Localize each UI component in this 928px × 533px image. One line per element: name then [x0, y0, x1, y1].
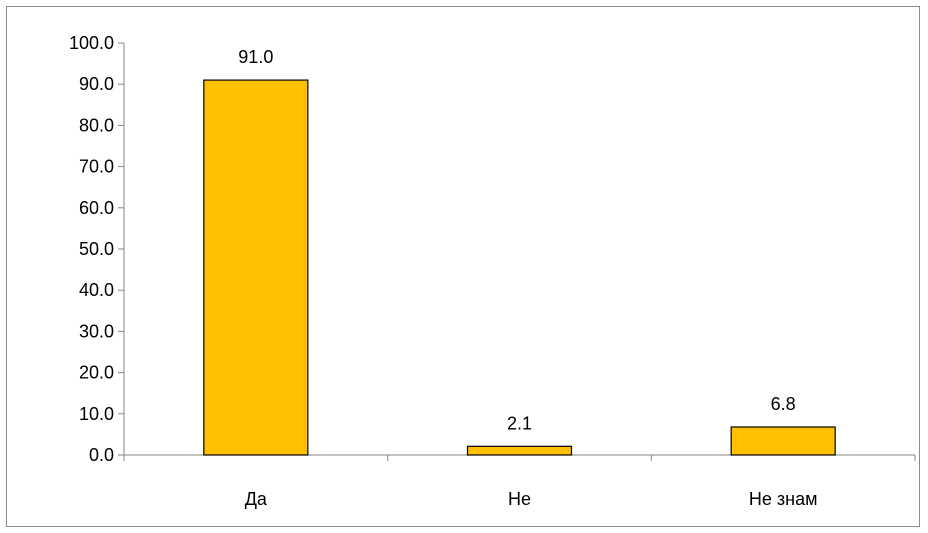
y-tick-label: 80.0 — [79, 115, 114, 135]
y-tick-label: 100.0 — [69, 33, 114, 53]
x-axis: Да Не Не знам — [123, 454, 916, 509]
y-tick-label: 50.0 — [79, 239, 114, 259]
y-tick-label: 40.0 — [79, 280, 114, 300]
y-tick-label: 10.0 — [79, 404, 114, 424]
bar-value-label: 91.0 — [238, 47, 273, 67]
bar-value-label: 2.1 — [507, 413, 532, 433]
data-labels: 91.0 2.1 6.8 — [238, 47, 795, 433]
chart-frame: 0.0 10.0 20.0 30.0 40.0 50.0 60.0 70.0 80.0 90.0 1… — [6, 6, 920, 527]
y-tick-label: 60.0 — [79, 198, 114, 218]
x-category-label: Да — [245, 489, 268, 509]
x-category-label: Не — [508, 489, 531, 509]
bar — [466, 445, 573, 456]
bar — [730, 426, 836, 456]
y-tick-label: 20.0 — [79, 363, 114, 383]
bar-value-label: 6.8 — [771, 394, 796, 414]
bar-chart: 0.0 10.0 20.0 30.0 40.0 50.0 60.0 70.0 80.0 90.0 1… — [69, 33, 916, 509]
bar — [203, 79, 309, 456]
x-category-label: Не знам — [749, 489, 818, 509]
y-tick-label: 90.0 — [79, 74, 114, 94]
y-tick-label: 70.0 — [79, 157, 114, 177]
bars — [203, 79, 836, 456]
y-axis: 0.0 10.0 20.0 30.0 40.0 50.0 60.0 70.0 80.0 90.0 1… — [69, 33, 125, 465]
y-tick-label: 0.0 — [89, 445, 114, 465]
y-tick-label: 30.0 — [79, 321, 114, 341]
